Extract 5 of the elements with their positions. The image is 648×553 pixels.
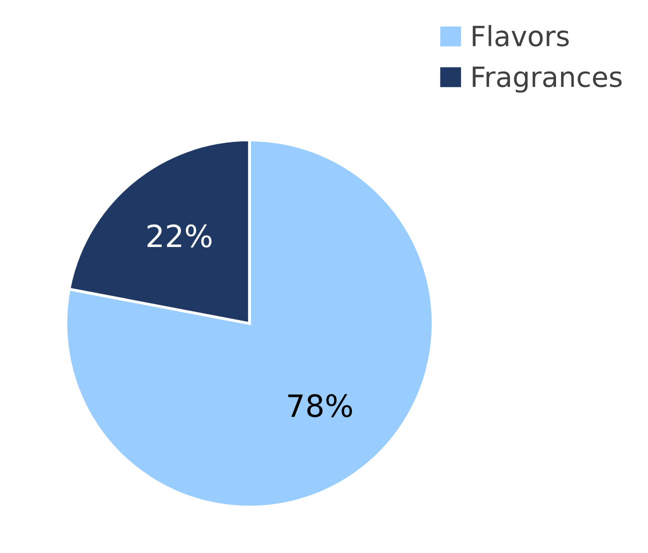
legend-label: Fragrances — [472, 66, 622, 93]
data-label: 78% — [288, 394, 352, 418]
data-label: 22% — [148, 224, 212, 248]
legend-label: Flavors — [472, 25, 569, 46]
pie-slice — [64, 138, 434, 508]
